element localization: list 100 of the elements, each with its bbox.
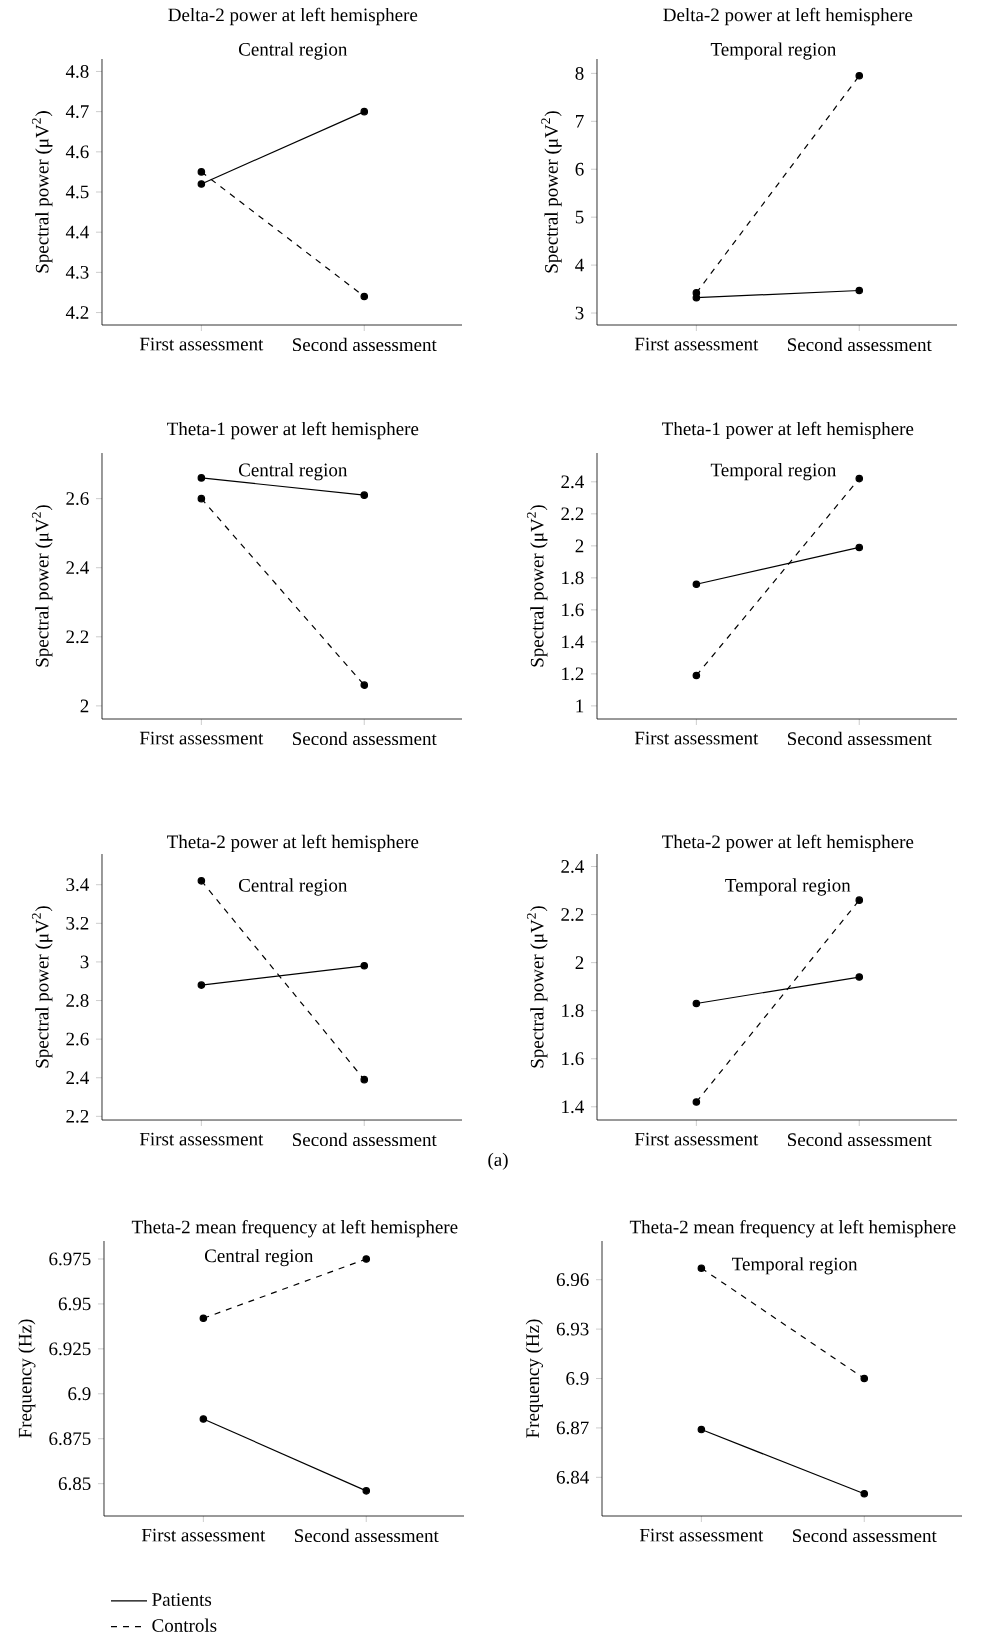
y-tick-label: 8 (575, 66, 584, 80)
x-tick-label: First assessment (634, 1132, 759, 1146)
y-tick-label: 6.85 (58, 1477, 91, 1491)
y-tick-label: 1.4 (562, 1100, 584, 1114)
chart-subtitle: Central region (204, 1248, 314, 1267)
point (360, 491, 369, 499)
y-tick-label: 6.93 (556, 1322, 589, 1336)
x-tick-label: Second assessment (294, 1528, 439, 1543)
x-tick-label: Second assessment (292, 731, 437, 746)
chart-title: Delta-2 power at left hemisphere (168, 7, 418, 26)
y-axis-title: Frequency (Hz) (18, 1319, 36, 1438)
y-tick-label: 1.4 (562, 635, 584, 649)
y-tick-label: 2.4 (66, 1071, 89, 1085)
y-axis-title: Spectral power (μV$^{2}$) (31, 505, 53, 667)
chart-title: Theta-1 power at left hemisphere (662, 421, 914, 440)
y-tick-label: 2 (575, 539, 584, 553)
y-tick-label: 2.2 (66, 630, 89, 644)
legend-label: Patients (152, 1593, 212, 1606)
y-tick-label: 2.2 (561, 507, 584, 521)
chart-title: Theta-2 power at left hemisphere (167, 834, 419, 853)
y-tick-label: 2.6 (66, 492, 89, 506)
x-tick-label: First assessment (634, 337, 759, 351)
point (197, 168, 206, 176)
chart-title: Theta-2 mean frequency at left hemisphere (629, 1219, 956, 1238)
chart-subtitle: Temporal region (710, 463, 837, 481)
point (697, 1425, 706, 1434)
y-tick-label: 6.9 (566, 1372, 589, 1385)
y-tick-label: 6.9 (68, 1387, 91, 1401)
y-tick-label: 1.2 (562, 667, 584, 681)
y-tick-label: 6.87 (556, 1421, 589, 1435)
point (197, 180, 206, 188)
y-tick-label: 4 (575, 258, 584, 272)
x-tick-label: Second assessment (793, 1528, 937, 1543)
point (855, 474, 864, 483)
y-tick-label: 4.6 (65, 145, 89, 159)
y-tick-label: 3 (575, 306, 584, 320)
y-axis-title: Spectral power (μV$^{2}$) (526, 505, 548, 667)
point (199, 1415, 208, 1423)
y-tick-label: 6 (575, 162, 584, 176)
point (197, 494, 206, 503)
point (855, 286, 864, 295)
y-tick-label: 2.4 (561, 475, 584, 489)
x-tick-label: Second assessment (292, 1132, 437, 1147)
text: Central region (238, 878, 348, 896)
point (197, 474, 206, 482)
y-axis-title: Spectral power (μV$^{2}$) (526, 906, 548, 1068)
x-tick-label: First assessment (634, 731, 759, 745)
chart-title: Theta-2 mean frequency at left hemisphere (131, 1219, 458, 1238)
y-tick-label: 6.875 (49, 1432, 91, 1446)
y-tick-label: 2.2 (561, 908, 584, 921)
y-tick-label: 6.925 (49, 1342, 91, 1356)
x-tick-label: First assessment (139, 337, 264, 351)
y-tick-label: 1.8 (562, 571, 584, 585)
point (860, 1374, 869, 1383)
x-tick-label: Second assessment (788, 1132, 932, 1147)
y-tick-label: 6.96 (556, 1273, 589, 1287)
point (692, 1098, 701, 1106)
y-tick-label: 1.8 (562, 1004, 584, 1018)
y-tick-label: 3 (80, 955, 89, 969)
y-tick-label: 4.8 (65, 65, 89, 78)
point (360, 292, 369, 301)
y-axis-title: Spectral power (μV$^{2}$) (541, 111, 562, 273)
y-tick-label: 4.7 (65, 105, 89, 119)
y-tick-label: 3.2 (66, 916, 89, 930)
point (197, 981, 206, 989)
y-tick-label: 2 (80, 699, 89, 713)
y-tick-label: 4.3 (65, 265, 89, 279)
point (360, 961, 369, 970)
y-axis-title: Spectral power (μV$^{2}$) (31, 906, 53, 1068)
chart-title: Delta-2 power at left hemisphere (663, 7, 913, 26)
point (855, 543, 864, 552)
chart-title: Theta-2 power at left hemisphere (662, 834, 914, 853)
text: (a) (488, 1152, 508, 1170)
text: Temporal region (732, 1257, 858, 1275)
point (360, 107, 369, 116)
point (362, 1255, 371, 1263)
x-tick-label: First assessment (139, 1132, 264, 1146)
y-tick-label: 6.95 (58, 1297, 91, 1311)
point (855, 896, 864, 904)
y-tick-label: 2.4 (66, 561, 89, 575)
x-tick-label: Second assessment (788, 731, 932, 746)
y-tick-label: 2.4 (561, 860, 584, 873)
y-tick-label: 2 (575, 956, 584, 969)
y-axis-title: Spectral power (μV$^{2}$) (31, 111, 53, 273)
chart-subtitle: Central region (238, 463, 348, 481)
x-tick-label: Second assessment (787, 337, 932, 352)
chart-title: Theta-1 power at left hemisphere (167, 421, 419, 440)
x-tick-label: Second assessment (292, 337, 437, 352)
y-tick-label: 2.8 (66, 994, 89, 1007)
y-axis-title: Frequency (Hz) (525, 1319, 543, 1438)
y-tick-label: 1 (576, 699, 584, 713)
text: Temporal region (725, 878, 851, 896)
y-tick-label: 6.84 (556, 1470, 589, 1484)
point (860, 1489, 869, 1498)
chart-subtitle: Temporal region (710, 42, 837, 60)
y-tick-label: 2.6 (66, 1032, 89, 1046)
chart-subtitle: Central region (238, 42, 348, 60)
x-tick-label: First assessment (141, 1528, 266, 1542)
point (855, 71, 864, 80)
y-tick-label: 3.4 (66, 878, 89, 892)
